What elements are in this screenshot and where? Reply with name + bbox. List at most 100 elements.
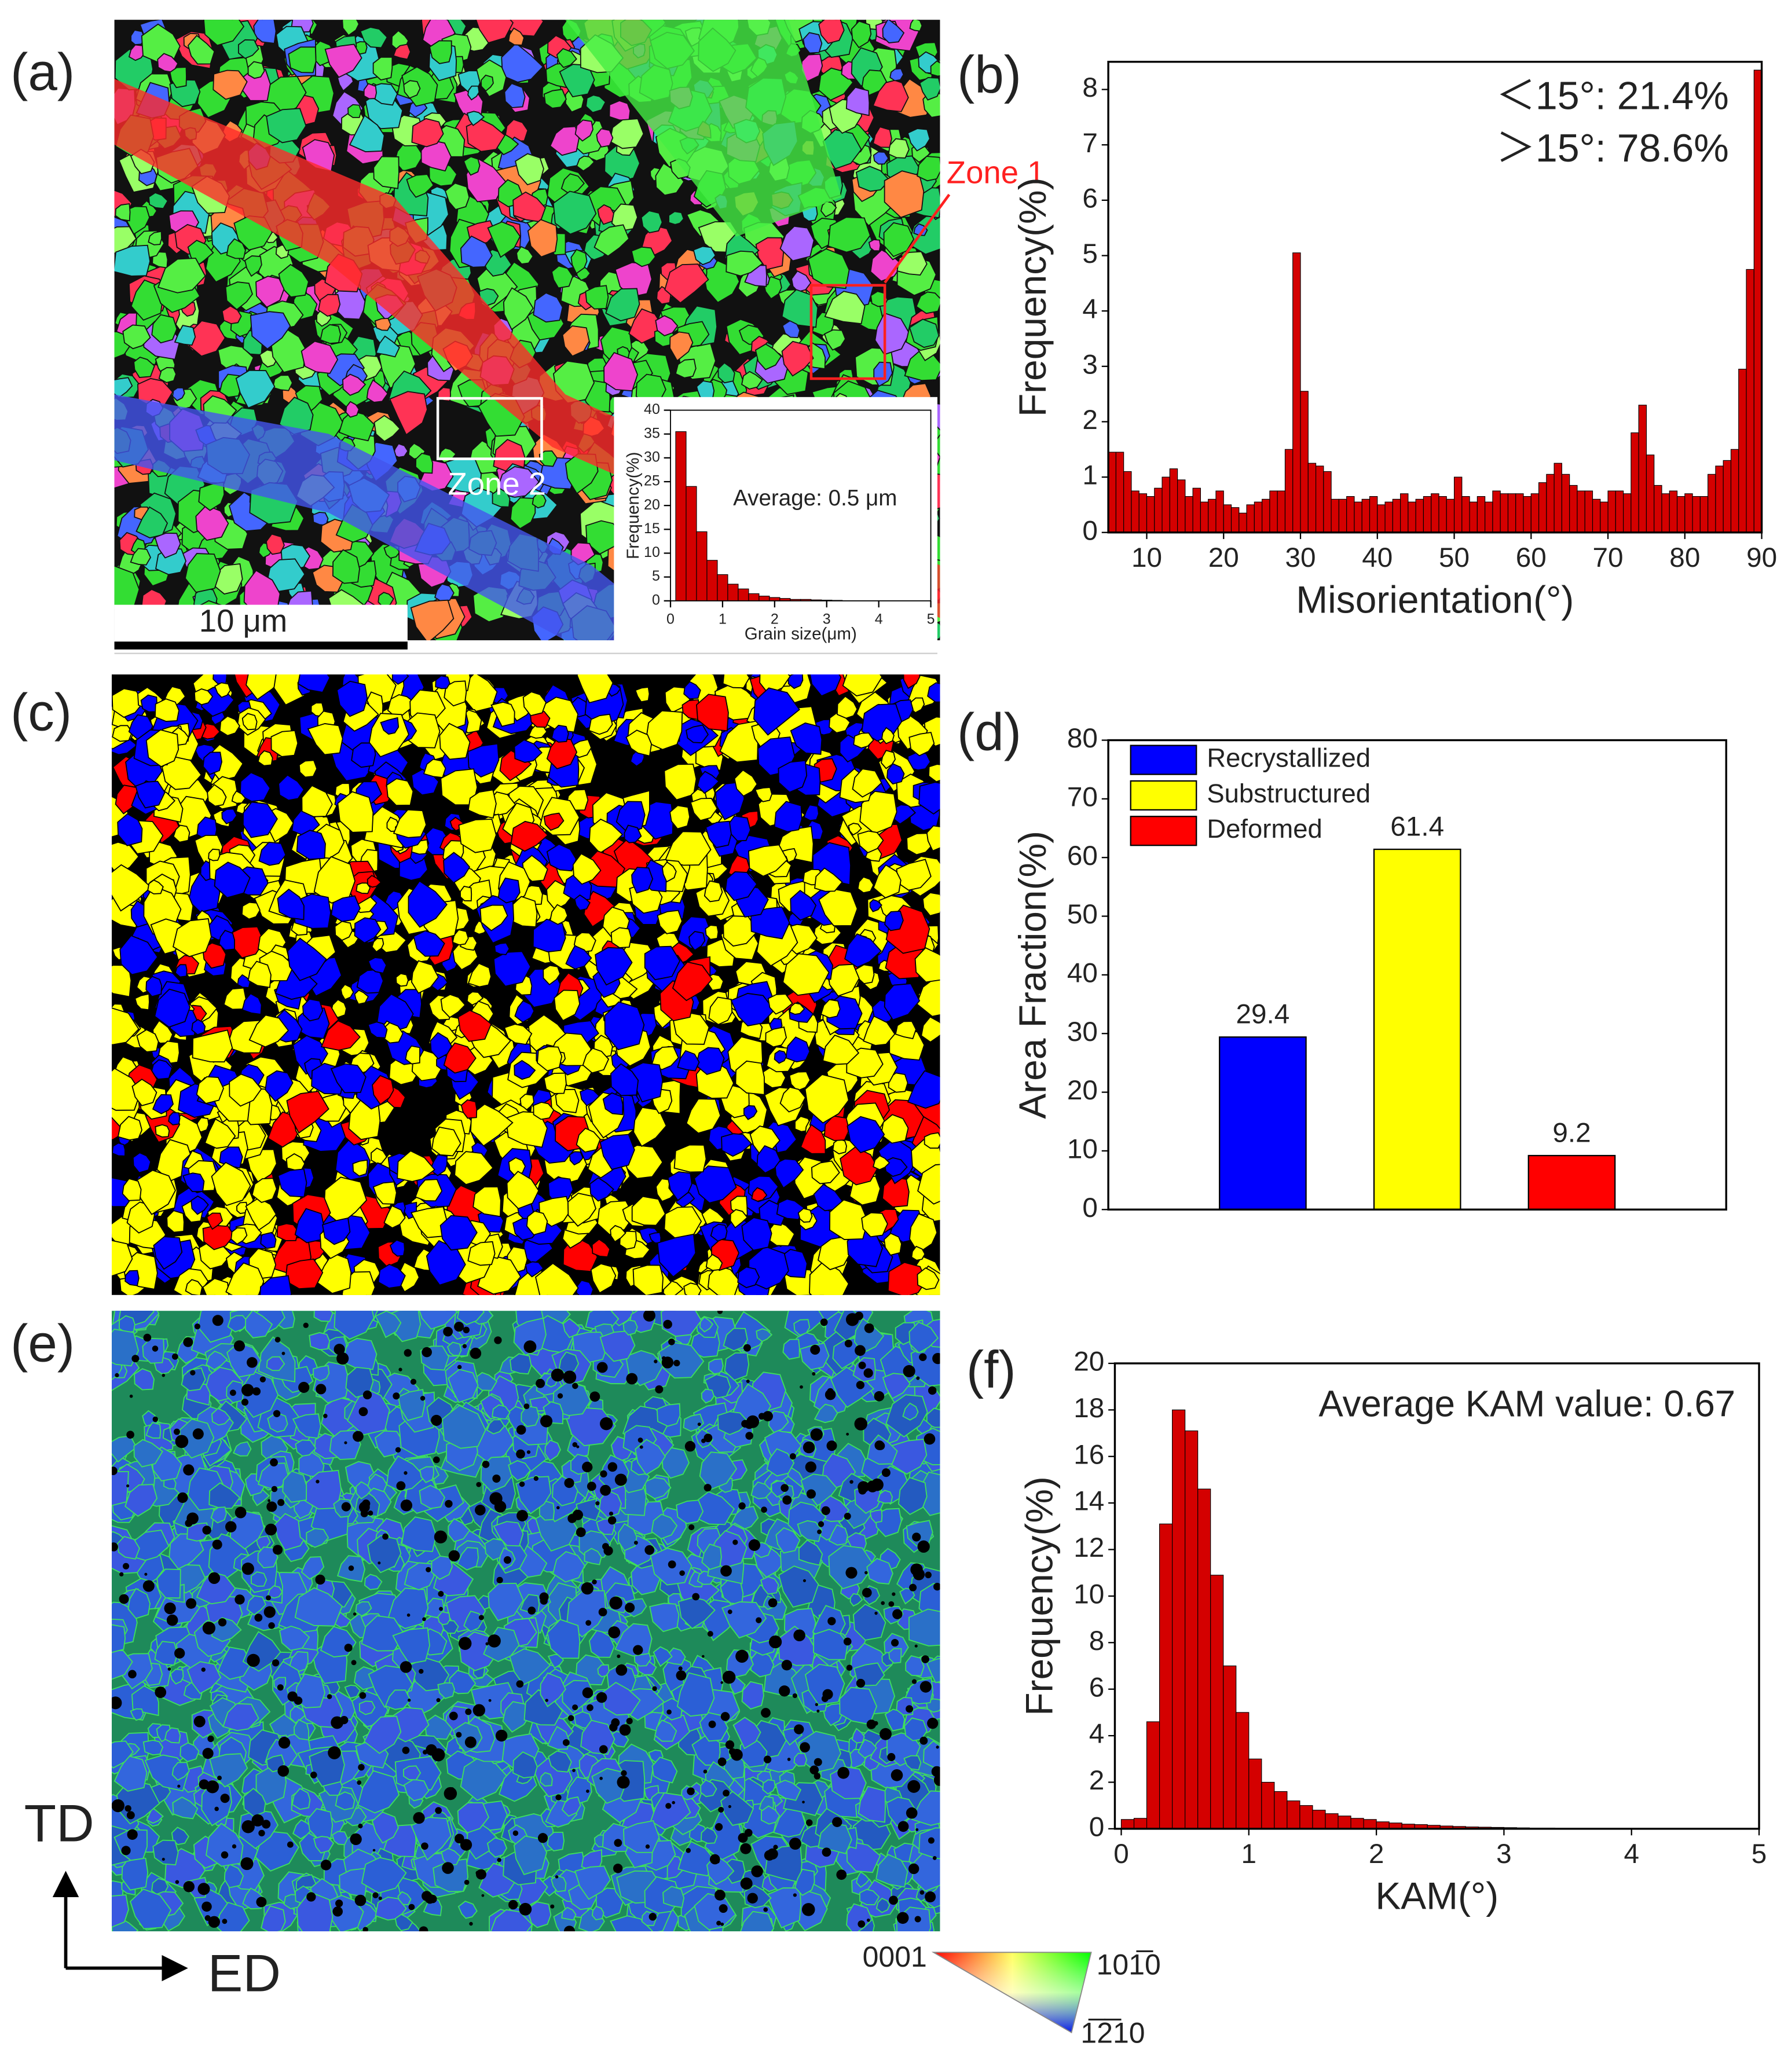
unindexed-spot [609, 1512, 614, 1516]
unindexed-spot [572, 1769, 576, 1772]
grain [130, 29, 145, 46]
grain [115, 784, 142, 815]
grain [610, 1224, 626, 1243]
unindexed-spot [443, 1326, 453, 1337]
grain [467, 1241, 496, 1266]
unindexed-spot [844, 1513, 851, 1520]
unindexed-spot [773, 1844, 778, 1850]
unindexed-spot [516, 1449, 525, 1459]
unindexed-spot [193, 1715, 206, 1728]
td-label: TD [24, 1795, 94, 1853]
unindexed-spot [368, 1510, 373, 1516]
unindexed-spot [404, 1349, 412, 1357]
unindexed-spot [793, 1629, 805, 1642]
grain [510, 1353, 532, 1375]
unindexed-spot [846, 1432, 849, 1436]
grain [526, 1210, 548, 1235]
grain [644, 945, 681, 981]
unindexed-spot [129, 1394, 133, 1398]
grain [161, 756, 202, 790]
grain [251, 1571, 268, 1587]
unindexed-spot [419, 1668, 424, 1674]
grain [446, 1341, 462, 1356]
grain [452, 929, 469, 946]
unindexed-spot [617, 1776, 630, 1789]
unindexed-spot [422, 1617, 426, 1622]
grain [174, 325, 196, 346]
unindexed-spot [434, 1530, 448, 1543]
grain [296, 1891, 334, 1932]
grain [853, 732, 874, 749]
grain [734, 769, 758, 797]
grain [373, 415, 401, 442]
grain [888, 1072, 908, 1093]
grain [122, 324, 151, 350]
unindexed-spot [644, 1545, 655, 1555]
unindexed-spot [858, 1920, 866, 1928]
unindexed-spot [889, 1895, 898, 1905]
unindexed-spot [679, 1570, 685, 1576]
grain [231, 790, 246, 804]
grain [888, 1648, 902, 1664]
unindexed-spot [208, 1916, 220, 1928]
y-tick-label: 40 [644, 401, 660, 417]
grain [133, 357, 155, 378]
grain [903, 1755, 922, 1771]
grain [298, 760, 318, 778]
unindexed-spot [462, 1344, 467, 1348]
grain [644, 1477, 672, 1499]
grain [762, 1779, 776, 1795]
grain [623, 1820, 660, 1853]
grain [364, 1715, 402, 1754]
grain [288, 46, 317, 74]
grain [145, 976, 162, 998]
grain [504, 83, 526, 108]
unindexed-spot [348, 1565, 354, 1571]
grain [655, 315, 679, 337]
grain [809, 1260, 849, 1295]
unindexed-spot [199, 1779, 210, 1789]
unindexed-spot [735, 1649, 749, 1663]
grain [258, 1462, 290, 1490]
grain [906, 833, 935, 856]
unindexed-spot [155, 1686, 167, 1698]
unindexed-spot [897, 1821, 909, 1832]
grain [514, 1000, 535, 1023]
grain [597, 204, 614, 225]
grain [573, 932, 596, 953]
grain [313, 1836, 335, 1854]
color-key-label: 0001 [863, 1941, 927, 1973]
grain [112, 1068, 141, 1111]
grain [804, 1074, 849, 1124]
grain [475, 20, 514, 44]
grain [406, 174, 434, 198]
grain [127, 1587, 151, 1619]
unindexed-spot [744, 1420, 754, 1429]
grain [649, 1602, 680, 1633]
grain [202, 942, 227, 969]
annotation: Average: 0.5 μm [733, 486, 897, 511]
histogram-bar [1123, 471, 1132, 533]
unindexed-spot [925, 1571, 932, 1579]
unindexed-spot [202, 1748, 214, 1759]
grain [602, 1092, 624, 1116]
unindexed-spot [767, 1848, 778, 1860]
grain [873, 361, 893, 387]
unindexed-spot [932, 1352, 940, 1365]
grain [124, 1270, 140, 1286]
grain [357, 1770, 400, 1814]
grain [158, 367, 177, 383]
unindexed-spot [581, 1582, 593, 1595]
grain [599, 1134, 635, 1171]
grain [428, 40, 452, 64]
grain [345, 401, 360, 418]
grain [179, 1742, 200, 1762]
unindexed-spot [162, 1373, 166, 1377]
grain [225, 1262, 265, 1295]
unindexed-spot [732, 1539, 738, 1545]
unindexed-spot [164, 1602, 176, 1615]
grain [202, 1278, 230, 1295]
unindexed-spot [516, 1680, 524, 1688]
grain [754, 343, 782, 371]
grain [208, 848, 221, 861]
